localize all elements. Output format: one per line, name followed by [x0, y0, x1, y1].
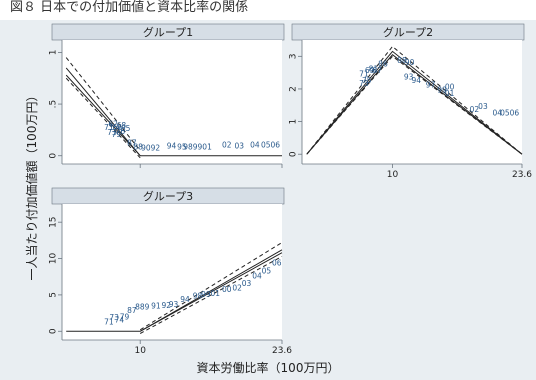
point-label: 99	[201, 290, 211, 299]
point-label: 889	[135, 302, 150, 311]
caption-strip	[0, 0, 536, 20]
y-tick-label: 5	[49, 292, 59, 298]
point-label: 87	[372, 66, 382, 75]
point-label: 98	[193, 291, 203, 300]
y-tick-label: 10	[49, 253, 59, 265]
point-label: 03	[234, 141, 244, 150]
fit-line	[306, 54, 523, 155]
point-label: 94	[180, 295, 190, 304]
point-label: 73	[109, 313, 119, 322]
ci-line	[65, 57, 141, 151]
point-label: 01	[210, 289, 220, 298]
point-label: 02	[222, 140, 232, 149]
point-label: 76	[116, 127, 126, 136]
point-label: 85	[121, 124, 131, 133]
shared-y-axis-label: 一人当たり付加価値額（100万円）	[24, 90, 39, 281]
point-label: 00	[445, 82, 455, 91]
point-label: 989901	[183, 142, 212, 151]
panel-title: グループ1	[143, 25, 193, 39]
point-label: 00	[222, 285, 232, 294]
point-label: 94	[412, 76, 422, 85]
ci-line	[139, 255, 283, 334]
point-label: 62	[108, 120, 118, 129]
x-tick-label: 10	[387, 170, 399, 180]
panel-title: グループ3	[143, 189, 193, 203]
point-label: 71	[359, 69, 369, 78]
plot-area	[62, 40, 282, 164]
plot-area	[62, 204, 282, 340]
y-tick-label: 2	[289, 86, 299, 92]
point-label: 79	[111, 130, 121, 139]
point-label: 79	[120, 312, 130, 321]
y-tick-label: 1	[289, 119, 299, 125]
point-label: 06	[272, 259, 282, 268]
y-tick-label: 0	[49, 328, 59, 334]
y-tick-label: 0	[49, 153, 59, 159]
point-label: 0506	[261, 140, 280, 149]
point-label: 81	[369, 64, 379, 73]
y-tick-label: 15	[49, 216, 59, 227]
point-label: 87	[127, 306, 137, 315]
point-label: 93	[404, 73, 414, 82]
fit-line	[306, 50, 523, 155]
point-label: 71	[104, 318, 114, 327]
point-label: 04	[250, 140, 260, 149]
point-label: 87	[127, 138, 137, 147]
point-label: 05	[262, 267, 272, 276]
point-label: 99	[437, 86, 447, 95]
point-label: 75	[362, 76, 372, 85]
point-label: 68	[117, 121, 127, 130]
y-tick-label: 3	[289, 53, 299, 59]
point-label: 93	[169, 300, 179, 309]
top-caption: 図８ 日本での付加価値と資本比率の関係	[10, 0, 248, 15]
point-label: 91	[151, 302, 161, 311]
point-label: 92	[161, 301, 171, 310]
point-label: 88	[397, 56, 407, 65]
point-label: 69	[365, 66, 375, 75]
point-label: 95	[177, 142, 187, 151]
shared-x-axis-label: 資本労働比率（100万円）	[197, 360, 340, 375]
point-label: 02	[232, 283, 242, 292]
y-tick-label: .5	[49, 100, 59, 109]
point-label: 73	[107, 128, 117, 137]
x-tick-label: 23.6	[512, 170, 532, 180]
point-label: 90	[405, 58, 415, 67]
x-tick-label: 10	[134, 346, 146, 356]
panel-title: グループ2	[383, 25, 433, 39]
point-label: 88	[133, 142, 143, 151]
y-tick-label: 1	[49, 50, 59, 56]
ci-line	[306, 45, 523, 155]
fit-line	[65, 74, 141, 157]
point-label: 04	[492, 108, 502, 117]
point-label: 73	[359, 79, 369, 88]
plot-area	[302, 40, 522, 164]
point-label: 97	[426, 81, 436, 90]
point-label: 03	[242, 279, 252, 288]
point-label: 01	[445, 89, 455, 98]
point-label: 66	[112, 123, 122, 132]
point-label: 02	[470, 105, 480, 114]
x-tick-label: 23.6	[272, 346, 292, 356]
y-tick-label: 0	[289, 151, 299, 157]
point-label: 0506	[500, 108, 519, 117]
point-label: 71	[104, 123, 114, 132]
fit-line	[139, 252, 283, 332]
point-label: 04	[252, 272, 262, 281]
point-label: 94	[167, 141, 177, 150]
point-label: 03	[478, 102, 488, 111]
point-label: 86	[378, 59, 388, 68]
point-label: 9092	[141, 144, 160, 153]
point-label: 74	[115, 315, 125, 324]
